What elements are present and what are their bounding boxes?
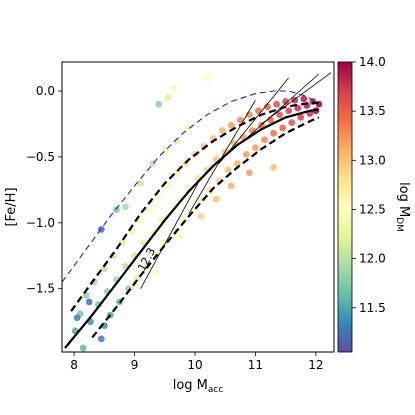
data-point bbox=[170, 84, 178, 92]
thin-reference-line bbox=[218, 77, 289, 164]
data-point bbox=[300, 95, 308, 103]
data-point bbox=[249, 127, 256, 134]
data-point bbox=[242, 150, 250, 158]
data-point bbox=[227, 182, 235, 190]
x-tick-label: 11 bbox=[248, 358, 263, 372]
colorbar: 11.5 12.0 12.5 13.0 13.5 14.0 log MDM bbox=[337, 55, 411, 353]
thin-reference-line bbox=[261, 72, 332, 125]
data-point bbox=[261, 136, 268, 144]
data-point bbox=[218, 127, 226, 134]
colorbar-title: log MDM bbox=[394, 182, 411, 232]
colorbar-tick-label: 13.5 bbox=[359, 104, 386, 118]
x-tick-label: 12 bbox=[308, 358, 323, 372]
lower-scatter-line bbox=[91, 116, 320, 339]
colorbar-tick-label: 12.0 bbox=[359, 252, 386, 266]
x-axis-title-subscript: acc bbox=[208, 385, 223, 395]
data-point bbox=[100, 265, 108, 273]
colorbar-tick-label: 11.5 bbox=[359, 301, 386, 315]
plot-area: 12.3 bbox=[61, 61, 335, 353]
data-point bbox=[146, 206, 154, 214]
colorbar-gradient bbox=[337, 61, 353, 353]
x-axis-ticks: 8 9 10 11 12 bbox=[70, 352, 324, 372]
curves bbox=[62, 72, 332, 349]
data-point bbox=[164, 94, 172, 101]
data-point bbox=[164, 182, 172, 190]
data-point bbox=[97, 335, 105, 343]
data-point bbox=[197, 212, 205, 220]
data-point bbox=[122, 203, 129, 211]
colorbar-tick-label: 13.0 bbox=[359, 153, 386, 167]
data-point bbox=[227, 121, 235, 129]
y-tick-label: −0.5 bbox=[26, 150, 55, 164]
y-tick-label: −1.5 bbox=[26, 282, 55, 296]
data-point bbox=[273, 100, 280, 108]
median-line-line bbox=[64, 108, 320, 349]
x-tick-label: 9 bbox=[131, 358, 139, 372]
data-point bbox=[85, 298, 93, 306]
data-point bbox=[137, 179, 144, 187]
data-point bbox=[276, 111, 283, 119]
data-point bbox=[203, 74, 211, 82]
data-point bbox=[224, 166, 232, 174]
data-point bbox=[294, 104, 302, 112]
x-tick-label: 8 bbox=[70, 358, 78, 372]
data-point bbox=[137, 216, 144, 224]
data-point bbox=[173, 170, 181, 178]
upper-scatter-line bbox=[70, 101, 319, 312]
data-point bbox=[73, 314, 81, 322]
y-axis-ticks: −1.5 −1.0 −0.5 0.0 bbox=[26, 84, 62, 296]
data-point bbox=[288, 119, 296, 127]
data-point bbox=[252, 144, 259, 152]
colorbar-title-subscript: DM bbox=[394, 217, 404, 232]
colorbar-tick-label: 14.0 bbox=[359, 55, 386, 69]
data-point bbox=[173, 137, 181, 145]
data-point bbox=[212, 195, 220, 203]
data-point bbox=[282, 98, 290, 105]
data-point bbox=[236, 116, 244, 124]
data-point bbox=[155, 100, 163, 108]
data-point bbox=[264, 103, 271, 111]
data-point bbox=[176, 232, 184, 240]
data-point bbox=[279, 124, 287, 132]
colorbar-ticks: 11.5 12.0 12.5 13.0 13.5 14.0 bbox=[352, 55, 386, 315]
thin-reference-line bbox=[140, 183, 199, 289]
data-point bbox=[79, 344, 87, 352]
data-point bbox=[197, 195, 205, 203]
x-axis-title: log Macc bbox=[173, 378, 224, 395]
data-point bbox=[255, 107, 262, 115]
data-point bbox=[297, 113, 305, 121]
model-envelope-line bbox=[62, 90, 320, 283]
y-tick-label: 0.0 bbox=[36, 84, 55, 98]
plot-frame bbox=[61, 61, 335, 353]
data-point bbox=[152, 269, 160, 277]
colorbar-tick-label: 12.5 bbox=[359, 202, 386, 216]
data-point bbox=[113, 206, 120, 214]
data-point bbox=[270, 164, 277, 171]
data-point bbox=[285, 107, 293, 115]
y-axis-title: [Fe/H] bbox=[4, 187, 19, 226]
data-point bbox=[245, 169, 253, 177]
x-tick-label: 10 bbox=[187, 358, 202, 372]
y-tick-label: −1.0 bbox=[26, 216, 55, 230]
data-point bbox=[270, 129, 277, 137]
